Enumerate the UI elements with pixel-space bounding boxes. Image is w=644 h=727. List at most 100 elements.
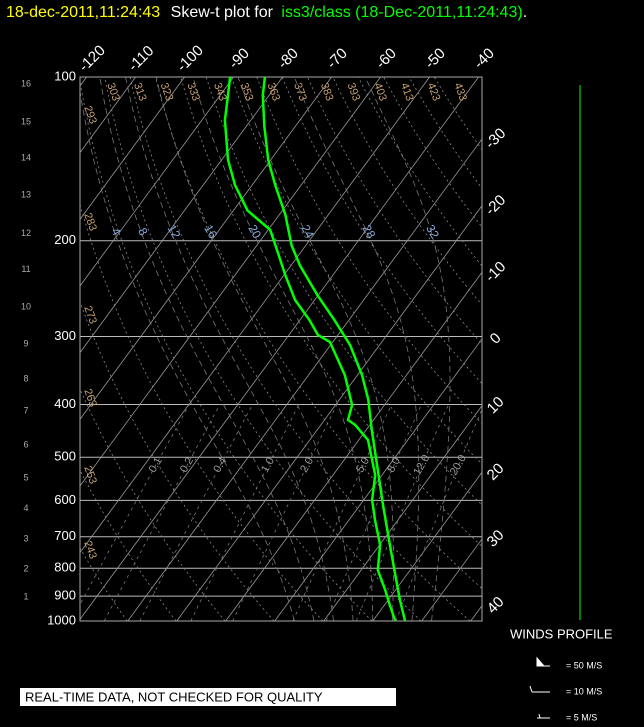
moist-adiabat-label: 20 bbox=[245, 222, 264, 241]
isotherm bbox=[80, 77, 381, 487]
pressure-label: 400 bbox=[54, 396, 76, 411]
height-label: 12 bbox=[21, 228, 31, 238]
height-label: 4 bbox=[23, 503, 28, 513]
mixing-ratio-line bbox=[355, 404, 449, 621]
dry-adiabat-label: 303 bbox=[104, 81, 122, 102]
sounding-line bbox=[223, 77, 397, 621]
winds-legend: = 10 M/S bbox=[566, 686, 602, 696]
height-label: 6 bbox=[23, 439, 28, 449]
moist-adiabat-label: 32 bbox=[423, 222, 442, 241]
mixing-ratio-line bbox=[395, 408, 482, 621]
dry-adiabat-label: 283 bbox=[81, 211, 99, 232]
height-label: 11 bbox=[21, 264, 30, 274]
moist-adiabat bbox=[237, 77, 394, 621]
pressure-label: 1000 bbox=[47, 612, 76, 627]
mixing-ratio-line bbox=[103, 404, 221, 621]
dry-adiabat-label: 243 bbox=[81, 539, 99, 560]
pressure-label: 700 bbox=[54, 528, 76, 543]
title-station: iss3/class (18-Dec-2011,11:24:43) bbox=[281, 4, 522, 21]
mixing-ratio-line bbox=[325, 404, 422, 621]
height-label: 1 bbox=[23, 591, 28, 601]
dry-adiabat bbox=[80, 78, 373, 621]
dry-adiabat-label: 433 bbox=[451, 81, 469, 102]
title-date: 18-dec-2011,11:24:43 bbox=[6, 4, 160, 21]
dry-adiabat bbox=[80, 203, 324, 621]
dry-adiabat-label: 383 bbox=[318, 81, 336, 102]
dry-adiabat bbox=[256, 77, 482, 425]
moist-adiabat-label: 12 bbox=[165, 222, 184, 241]
dry-adiabat-label: 263 bbox=[81, 387, 99, 408]
height-label: 5 bbox=[23, 472, 28, 482]
moist-adiabat bbox=[293, 77, 420, 621]
dry-adiabat-label: 333 bbox=[184, 81, 202, 102]
height-label: 8 bbox=[23, 373, 28, 383]
height-label: 16 bbox=[21, 78, 31, 88]
isotherm bbox=[80, 77, 234, 287]
height-label: 7 bbox=[23, 405, 28, 415]
dry-adiabat-label: 313 bbox=[131, 81, 149, 102]
height-label: 10 bbox=[21, 302, 31, 312]
dry-adiabat-label: 293 bbox=[81, 104, 99, 125]
legend-barb bbox=[537, 713, 550, 719]
moist-adiabat bbox=[155, 77, 354, 621]
winds-legend: = 5 M/S bbox=[566, 712, 597, 722]
isotherm bbox=[176, 204, 482, 621]
notice: REAL-TIME DATA, NOT CHECKED FOR QUALITY bbox=[25, 689, 323, 704]
mixing-ratio-line bbox=[190, 404, 300, 621]
dry-adiabat-label: 413 bbox=[398, 81, 416, 102]
isotherm bbox=[80, 77, 430, 554]
moist-adiabat-label: 28 bbox=[360, 222, 379, 241]
title: 18-dec-2011,11:24:43 Skew-t plot for iss… bbox=[6, 4, 527, 21]
pressure-label: 900 bbox=[54, 588, 76, 603]
height-label: 9 bbox=[23, 339, 28, 349]
dry-adiabat-label: 393 bbox=[345, 81, 363, 102]
isotherm bbox=[127, 138, 482, 621]
isotherm bbox=[80, 77, 185, 220]
dry-adiabat-label: 273 bbox=[81, 304, 99, 325]
isotherm bbox=[80, 77, 479, 620]
plot-lines bbox=[80, 77, 482, 621]
pressure-label: 100 bbox=[54, 68, 76, 83]
mixing-ratio-line bbox=[232, 404, 338, 621]
dry-adiabat-label: 403 bbox=[371, 81, 389, 102]
height-label: 15 bbox=[21, 116, 31, 126]
winds-title: WINDS PROFILE bbox=[510, 626, 613, 641]
dry-adiabat bbox=[129, 77, 471, 621]
isotherm bbox=[323, 404, 482, 621]
sounding-line bbox=[261, 77, 407, 621]
pressure-label: 800 bbox=[54, 560, 76, 575]
dry-adiabat bbox=[80, 301, 275, 621]
title-text: Skew-t plot for bbox=[171, 4, 274, 21]
plot-frame bbox=[79, 76, 483, 622]
height-label: 2 bbox=[23, 564, 28, 574]
isotherm bbox=[80, 77, 283, 354]
winds-legend: = 50 M/S bbox=[566, 660, 602, 670]
pressure-label: 500 bbox=[54, 449, 76, 464]
mixing-ratio-line bbox=[139, 404, 253, 621]
notice-box bbox=[20, 688, 396, 706]
isotherm bbox=[80, 77, 332, 420]
moist-adiabat bbox=[364, 77, 451, 621]
height-label: 13 bbox=[21, 190, 31, 200]
moist-adiabat-label: 16 bbox=[201, 222, 220, 241]
dry-adiabat bbox=[80, 547, 128, 621]
dry-adiabat-label: 353 bbox=[238, 81, 256, 102]
mixing-ratio-line bbox=[80, 404, 190, 606]
isotherm bbox=[225, 271, 482, 621]
dry-adiabat-label: 253 bbox=[81, 464, 99, 485]
dry-adiabat-label: 363 bbox=[265, 81, 283, 102]
height-label: 3 bbox=[23, 533, 28, 543]
mixing-ratio-line bbox=[292, 404, 392, 621]
dry-adiabat bbox=[104, 77, 422, 621]
moist-adiabat bbox=[99, 77, 315, 621]
dry-adiabat bbox=[332, 77, 482, 306]
title-end: . bbox=[523, 4, 527, 21]
dry-adiabat-label: 373 bbox=[291, 81, 309, 102]
legend-barb bbox=[529, 685, 550, 693]
moist-adiabat-label: 24 bbox=[298, 222, 317, 241]
dry-adiabat-label: 323 bbox=[158, 81, 176, 102]
pressure-label: 200 bbox=[54, 232, 76, 247]
pressure-label: 600 bbox=[54, 492, 76, 507]
